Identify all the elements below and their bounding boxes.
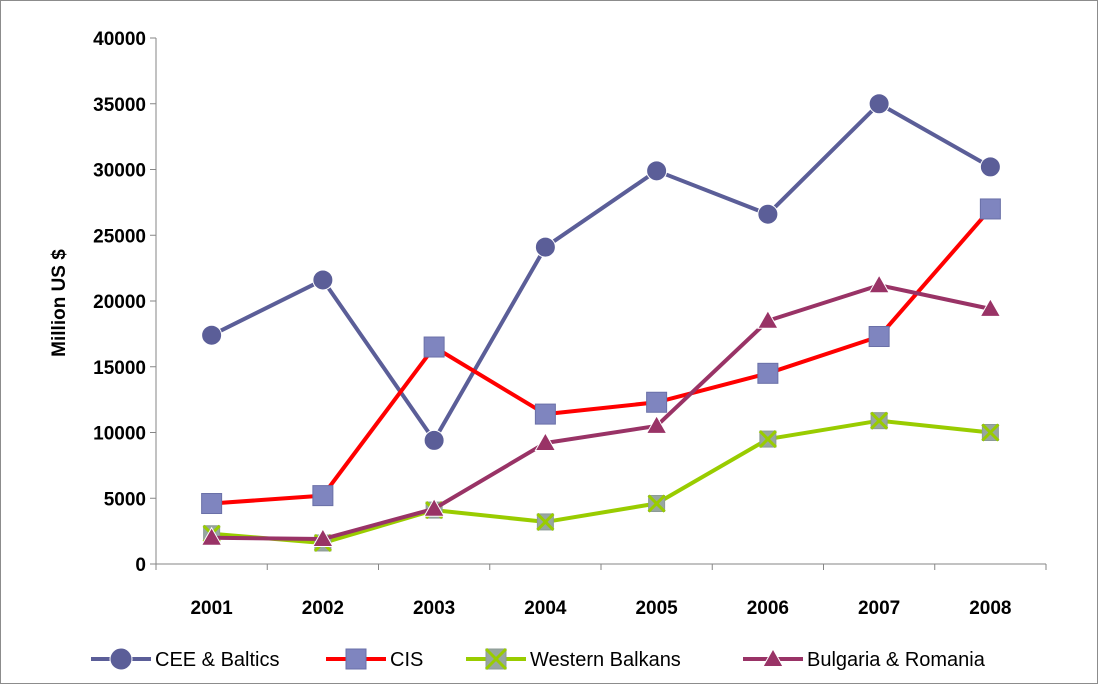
legend-item-2: Western Balkans xyxy=(466,649,681,671)
data-point xyxy=(202,494,222,514)
data-point xyxy=(980,199,1000,219)
x-tick-label: 2008 xyxy=(969,598,1011,619)
x-tick-label: 2005 xyxy=(635,598,678,619)
legend-label: Bulgaria & Romania xyxy=(807,649,986,671)
data-point xyxy=(535,237,555,257)
data-point xyxy=(647,161,667,181)
legend-label: Western Balkans xyxy=(530,649,681,671)
legend-label: CEE & Baltics xyxy=(155,649,279,671)
x-tick-label: 2004 xyxy=(524,598,567,619)
data-point xyxy=(313,486,333,506)
data-point xyxy=(871,413,887,429)
y-tick-label: 15000 xyxy=(93,358,146,379)
y-tick-label: 10000 xyxy=(93,424,146,445)
y-tick-labels: 0 5000 10000 15000 20000 25000 30000 35000 40000 xyxy=(93,29,146,576)
y-tick-label: 40000 xyxy=(93,29,146,50)
legend-label: CIS xyxy=(390,649,423,671)
data-point xyxy=(760,431,776,447)
legend: CEE & Baltics CIS Western Balkans Bulgaria … xyxy=(91,648,986,671)
x-tick-labels: 2001 2002 2003 2004 2005 2006 2007 2008 xyxy=(190,598,1011,619)
y-tick-label: 30000 xyxy=(93,161,146,182)
series-line xyxy=(212,421,991,543)
x-tick-label: 2007 xyxy=(858,598,900,619)
x-tick-label: 2002 xyxy=(302,598,344,619)
data-point xyxy=(202,325,222,345)
data-point xyxy=(980,157,1000,177)
y-axis-title: Million US $ xyxy=(49,249,70,357)
y-tick-label: 5000 xyxy=(104,489,146,510)
x-tick-label: 2003 xyxy=(413,598,455,619)
data-point xyxy=(758,204,778,224)
data-point xyxy=(982,425,998,441)
legend-item-3: Bulgaria & Romania xyxy=(743,649,986,671)
y-tick-label: 20000 xyxy=(93,292,146,313)
y-tick-label: 25000 xyxy=(93,226,146,247)
x-tick-label: 2006 xyxy=(747,598,789,619)
data-point xyxy=(424,430,444,450)
series-0 xyxy=(202,94,1001,451)
y-tick-label: 35000 xyxy=(93,95,146,116)
series-1 xyxy=(202,199,1001,514)
data-point xyxy=(758,363,778,383)
series-group xyxy=(202,94,1001,551)
data-point xyxy=(869,275,889,293)
y-tick-label: 0 xyxy=(135,555,146,576)
legend-marker xyxy=(486,649,506,669)
x-tick-label: 2001 xyxy=(190,598,233,619)
legend-marker xyxy=(110,648,132,670)
data-point xyxy=(424,337,444,357)
data-point xyxy=(313,270,333,290)
series-line xyxy=(212,209,991,504)
legend-item-1: CIS xyxy=(326,649,423,671)
data-point xyxy=(647,392,667,412)
legend-item-0: CEE & Baltics xyxy=(91,648,279,671)
axes xyxy=(150,38,1046,570)
data-point xyxy=(649,496,665,512)
data-point xyxy=(869,94,889,114)
data-point xyxy=(535,404,555,424)
legend-marker xyxy=(346,649,366,669)
data-point xyxy=(537,514,553,530)
data-point xyxy=(869,327,889,347)
